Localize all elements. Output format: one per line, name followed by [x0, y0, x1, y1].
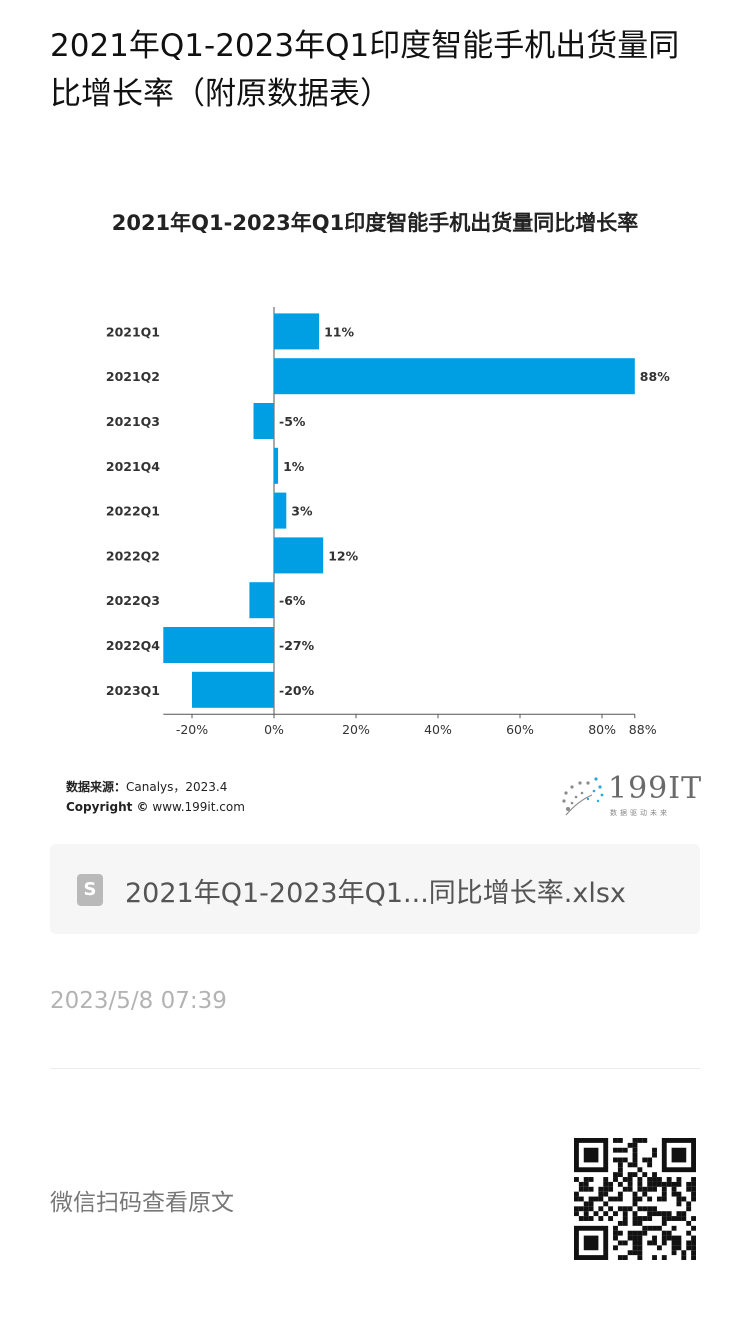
x-tick-label--20: -20%: [176, 722, 208, 737]
bar-2023Q1: [192, 671, 274, 708]
spreadsheet-icon: S: [77, 874, 103, 906]
divider: [50, 1068, 700, 1069]
x-tick-label-20: 20%: [342, 722, 370, 737]
x-tick-label-40: 40%: [424, 722, 452, 737]
category-label-2022Q3: 2022Q3: [106, 593, 160, 608]
category-label-2022Q4: 2022Q4: [106, 638, 160, 653]
source-text: Canalys，2023.4: [126, 780, 228, 794]
spreadsheet-icon-glyph: S: [83, 879, 97, 900]
x-tick-label-60: 60%: [506, 722, 534, 737]
chart-source: 数据来源：Canalys，2023.4 Copyright © www.199i…: [66, 777, 245, 817]
bar-2021Q2: [274, 358, 635, 395]
copyright-text: www.199it.com: [152, 800, 245, 814]
bar-2021Q3: [253, 403, 274, 439]
category-label-2022Q1: 2022Q1: [106, 504, 160, 519]
value-label-2021Q1: 11%: [324, 324, 354, 339]
bar-2022Q3: [249, 582, 274, 619]
bar-2022Q1: [274, 492, 287, 529]
bar-2021Q4: [274, 447, 279, 484]
value-label-2022Q1: 3%: [291, 504, 313, 519]
attachment-file-name[interactable]: 2021年Q1-2023年Q1...同比增长率.xlsx: [125, 878, 626, 909]
chart-image: 2021年Q1-2023年Q1印度智能手机出货量同比增长率 2021Q1 11% 2…: [50, 195, 701, 825]
attachment-card[interactable]: S 2021年Q1-2023年Q1...同比增长率.xlsx: [50, 844, 700, 934]
bar-chart: 2021Q1 11% 2021Q2 88% 2021Q3 -5% 2021Q4 1% 2022Q…: [106, 307, 670, 737]
category-label-2022Q2: 2022Q2: [106, 548, 160, 563]
publish-timestamp: 2023/5/8 07:39: [50, 988, 227, 1014]
dandelion-icon: [562, 777, 604, 816]
category-label-2021Q3: 2021Q3: [106, 414, 160, 429]
value-label-2021Q3: -5%: [279, 414, 306, 429]
category-label-2021Q4: 2021Q4: [106, 459, 160, 474]
qr-code-icon[interactable]: [574, 1138, 696, 1260]
article-title: 2021年Q1-2023年Q1印度智能手机出货量同比增长率（附原数据表）: [50, 28, 680, 112]
value-label-2021Q2: 88%: [640, 369, 670, 384]
value-label-2022Q2: 12%: [328, 548, 358, 563]
source-label: 数据来源：: [66, 780, 127, 794]
qr-hint: 微信扫码查看原文: [50, 1190, 234, 1216]
logo-tagline: 数据驱动未来: [610, 809, 670, 817]
value-label-2022Q4: -27%: [279, 638, 315, 653]
x-tick-label-80: 80%: [588, 722, 616, 737]
category-label-2023Q1: 2023Q1: [106, 683, 160, 698]
x-tick-label-0: 0%: [264, 722, 284, 737]
bar-2022Q2: [274, 537, 324, 574]
chart-title: 2021年Q1-2023年Q1印度智能手机出货量同比增长率: [111, 211, 639, 235]
value-label-2022Q3: -6%: [279, 593, 306, 608]
logo-text: 199IT: [608, 771, 703, 806]
category-label-2021Q1: 2021Q1: [106, 324, 160, 339]
bar-2021Q1: [274, 313, 320, 350]
bar-2022Q4: [163, 627, 274, 663]
x-tick-label-88: 88%: [629, 722, 657, 737]
value-label-2023Q1: -20%: [279, 683, 315, 698]
category-label-2021Q2: 2021Q2: [106, 369, 160, 384]
logo-199it: 199IT 数据驱动未来: [558, 771, 701, 821]
value-label-2021Q4: 1%: [283, 459, 305, 474]
copyright-label: Copyright ©: [66, 800, 149, 814]
